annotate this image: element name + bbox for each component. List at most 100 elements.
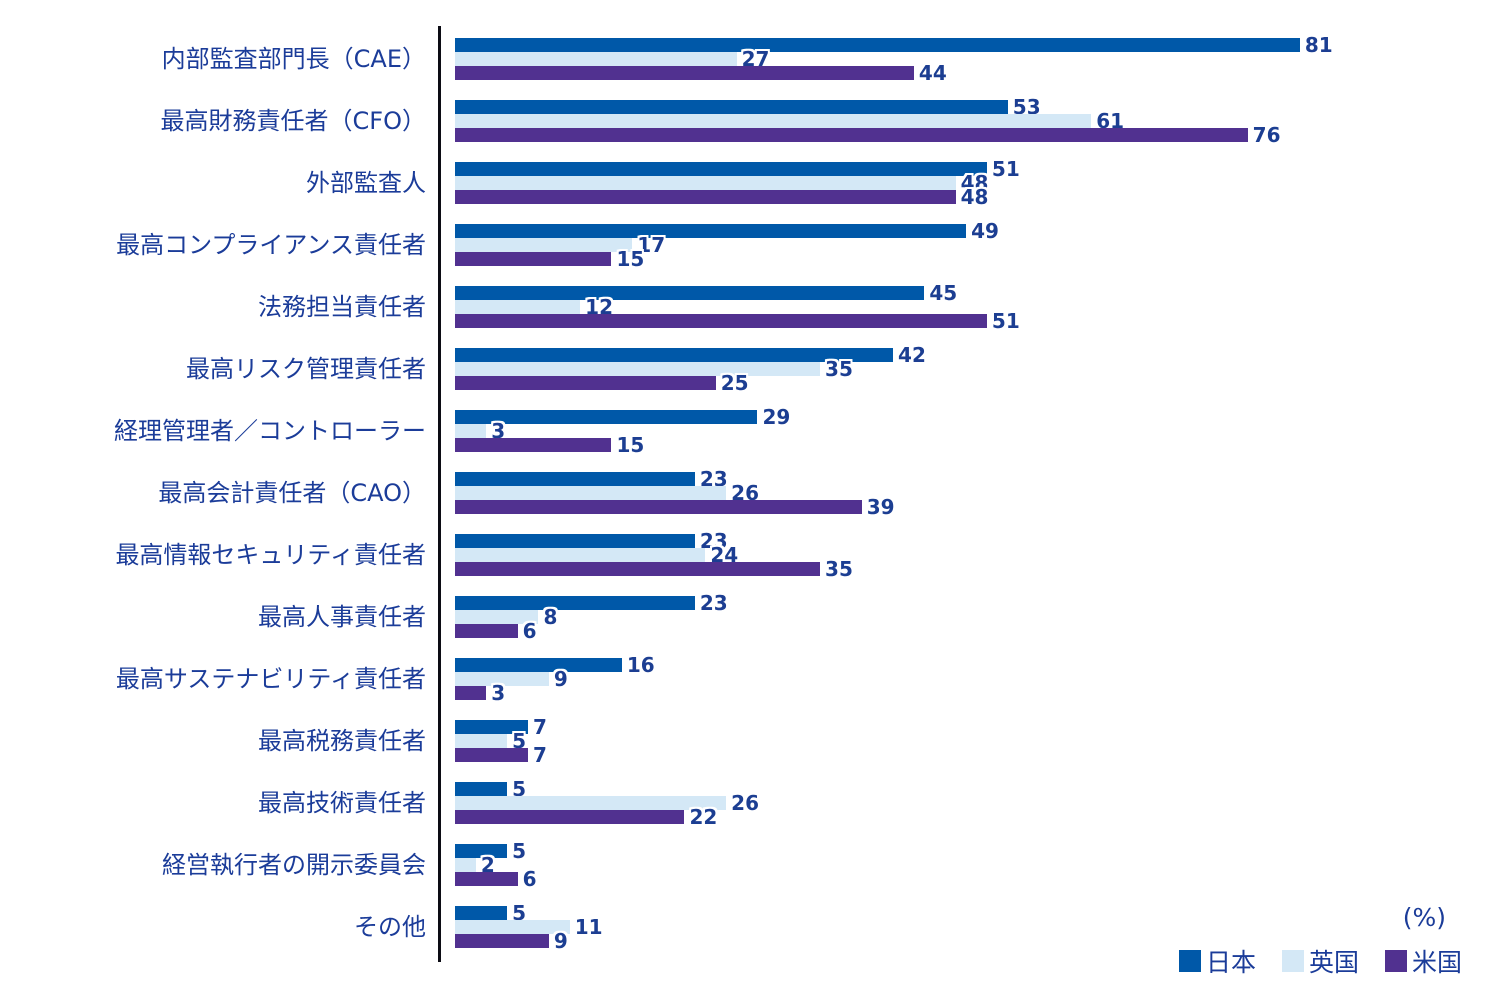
bar-uk bbox=[455, 920, 570, 934]
bar-value-label: 2 bbox=[480, 853, 495, 877]
bar-value-label: 45 bbox=[929, 281, 958, 305]
category-bars: 23 24 35 bbox=[455, 529, 1500, 581]
bar-japan bbox=[455, 720, 528, 734]
bar-value-label: 26 bbox=[731, 481, 760, 505]
bar-uk bbox=[455, 300, 581, 314]
bar-value-label: 25 bbox=[720, 371, 749, 395]
bar-japan bbox=[455, 844, 508, 858]
bar-uk bbox=[455, 858, 476, 872]
chart-row: 最高サステナビリティ責任者 16 9 3 bbox=[0, 648, 1500, 710]
bar-line-uk: 27 bbox=[455, 47, 1500, 71]
bar-value-label: 42 bbox=[898, 343, 926, 367]
category-bars: 5 26 22 bbox=[455, 779, 1500, 827]
bar-value-label: 11 bbox=[574, 915, 603, 939]
bar-line-us: 15 bbox=[455, 433, 1500, 457]
bar-line-us: 22 bbox=[455, 807, 1500, 827]
category-label: 経理管理者／コントローラー bbox=[114, 416, 426, 445]
category-bars: 16 9 3 bbox=[455, 653, 1500, 703]
bar-value-label: 7 bbox=[533, 715, 547, 739]
bar-us bbox=[455, 438, 612, 452]
bar-value-label: 17 bbox=[637, 233, 666, 257]
bar-value-label: 29 bbox=[762, 405, 791, 429]
bar-line-us: 39 bbox=[455, 497, 1500, 517]
bar-value-label: 7 bbox=[533, 743, 547, 767]
bar-japan bbox=[455, 472, 695, 486]
chart-row: その他 5 11 9 bbox=[0, 896, 1500, 958]
bar-japan bbox=[455, 224, 967, 238]
bar-value-label: 35 bbox=[825, 557, 853, 581]
bar-japan bbox=[455, 658, 622, 672]
category-label: 最高技術責任者 bbox=[258, 788, 426, 817]
legend: 日本 英国 米国 bbox=[1178, 943, 1462, 979]
bar-us bbox=[455, 66, 914, 80]
bar-line-us: 6 bbox=[455, 869, 1500, 889]
bar-line-us: 15 bbox=[455, 247, 1500, 271]
bar-line-japan: 5 bbox=[455, 839, 1500, 863]
chart-row: 最高情報セキュリティ責任者 23 24 35 bbox=[0, 524, 1500, 586]
bar-value-label: 5 bbox=[512, 729, 527, 753]
category-label: 最高リスク管理責任者 bbox=[186, 354, 426, 383]
bar-value-label: 15 bbox=[616, 433, 645, 457]
legend-item-uk: 英国 bbox=[1281, 943, 1359, 979]
bar-value-label: 51 bbox=[991, 157, 1020, 181]
bar-line-us: 25 bbox=[455, 371, 1500, 395]
chart-row: 最高コンプライアンス責任者 49 17 15 bbox=[0, 214, 1500, 276]
category-label: 経営執行者の開示委員会 bbox=[162, 850, 426, 879]
bar-value-label: 8 bbox=[543, 605, 558, 629]
bar-japan bbox=[455, 596, 695, 610]
bar-line-japan: 81 bbox=[455, 35, 1500, 55]
bar-japan bbox=[455, 162, 987, 176]
bar-line-uk: 35 bbox=[455, 359, 1500, 379]
category-bars: 23 26 39 bbox=[455, 467, 1500, 517]
bar-value-label: 44 bbox=[918, 61, 947, 85]
bar-us bbox=[455, 190, 956, 204]
bar-value-label: 9 bbox=[553, 929, 568, 953]
bar-us bbox=[455, 252, 612, 266]
legend-label-us: 米国 bbox=[1411, 948, 1462, 977]
bar-line-uk: 26 bbox=[455, 793, 1500, 813]
legend-item-japan: 日本 bbox=[1178, 943, 1256, 979]
bar-line-us: 6 bbox=[455, 621, 1500, 641]
bar-us bbox=[455, 872, 518, 886]
bar-us bbox=[455, 748, 528, 762]
bar-line-us: 48 bbox=[455, 187, 1500, 207]
bar-line-uk: 48 bbox=[455, 171, 1500, 195]
chart-row: 内部監査部門長（CAE） 81 27 44 bbox=[0, 28, 1500, 90]
bar-value-label: 48 bbox=[960, 171, 989, 195]
category-label: 最高人事責任者 bbox=[258, 602, 426, 631]
bar-line-us: 35 bbox=[455, 557, 1500, 581]
bar-value-label: 27 bbox=[741, 47, 770, 71]
bar-line-japan: 5 bbox=[455, 779, 1500, 799]
bar-line-uk: 17 bbox=[455, 233, 1500, 257]
bar-uk bbox=[455, 238, 633, 252]
category-label: 最高会計責任者（CAO） bbox=[158, 478, 426, 507]
bar-us bbox=[455, 500, 862, 514]
category-bars: 81 27 44 bbox=[455, 35, 1500, 85]
category-label: 内部監査部門長（CAE） bbox=[161, 44, 426, 73]
category-label: 法務担当責任者 bbox=[258, 292, 426, 321]
bar-uk bbox=[455, 52, 737, 66]
bar-line-japan: 16 bbox=[455, 653, 1500, 677]
bar-value-label: 5 bbox=[512, 901, 527, 925]
bar-line-japan: 49 bbox=[455, 221, 1500, 241]
unit-label: (%) bbox=[1402, 903, 1446, 932]
chart-row: 最高技術責任者 5 26 22 bbox=[0, 772, 1500, 834]
bar-japan bbox=[455, 100, 1008, 114]
category-label: 最高財務責任者（CFO） bbox=[160, 106, 426, 135]
bar-value-label: 23 bbox=[699, 529, 728, 553]
bar-us bbox=[455, 376, 716, 390]
bar-value-label: 16 bbox=[626, 653, 655, 677]
bar-line-us: 9 bbox=[455, 929, 1500, 953]
category-label: 最高税務責任者 bbox=[258, 726, 426, 755]
bar-uk bbox=[455, 734, 508, 748]
bar-value-label: 5 bbox=[512, 839, 527, 863]
bar-line-us: 3 bbox=[455, 683, 1500, 703]
bar-japan bbox=[455, 906, 508, 920]
category-bars: 5 11 9 bbox=[455, 901, 1500, 953]
category-label: 最高情報セキュリティ責任者 bbox=[115, 540, 426, 569]
category-label: 最高コンプライアンス責任者 bbox=[116, 230, 426, 259]
bar-value-label: 15 bbox=[616, 247, 645, 271]
bar-value-label: 23 bbox=[699, 467, 728, 491]
